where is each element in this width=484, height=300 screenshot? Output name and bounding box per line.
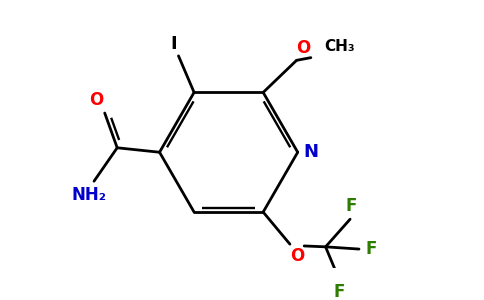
Text: I: I xyxy=(171,35,177,53)
Text: F: F xyxy=(365,240,377,258)
Text: O: O xyxy=(90,91,104,109)
Text: CH₃: CH₃ xyxy=(324,39,355,54)
Text: O: O xyxy=(290,247,304,265)
Text: NH₂: NH₂ xyxy=(71,186,106,204)
Text: N: N xyxy=(303,143,318,161)
Text: O: O xyxy=(297,39,311,57)
Text: F: F xyxy=(345,197,357,215)
Text: F: F xyxy=(333,284,345,300)
